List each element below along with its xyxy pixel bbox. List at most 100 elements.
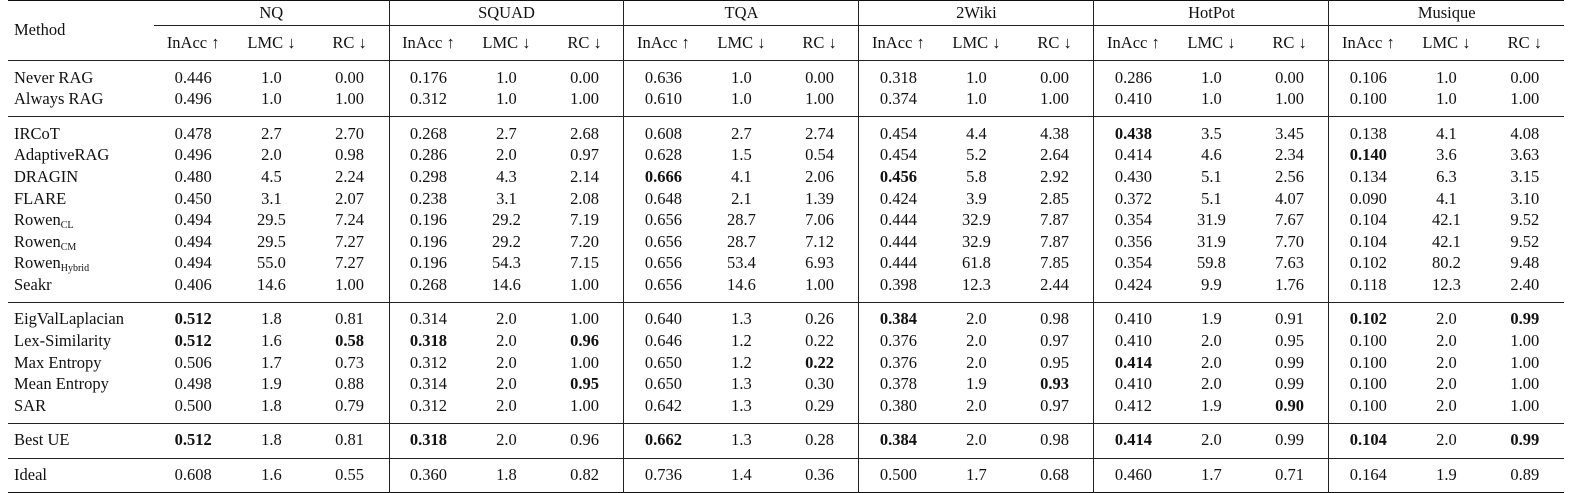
value-cell: 0.656 bbox=[644, 231, 682, 251]
method-cell: Best UE bbox=[8, 422, 154, 458]
value-cell: 2.0 bbox=[1172, 422, 1251, 458]
value-cell: 0.102 bbox=[1328, 301, 1408, 331]
value-cell: 7.63 bbox=[1250, 252, 1330, 275]
value-cell: 2.34 bbox=[1250, 144, 1330, 167]
method-name: AdaptiveRAG bbox=[14, 145, 110, 165]
value-cell: 1.9 bbox=[1172, 301, 1251, 331]
value-cell: 1.8 bbox=[232, 422, 311, 458]
value-cell: 0.96 bbox=[545, 330, 625, 353]
value-cell: 0.97 bbox=[1015, 330, 1095, 353]
value-cell: 2.92 bbox=[1015, 166, 1095, 188]
value-cell: 2.0 bbox=[496, 145, 517, 165]
value-cell: 0.00 bbox=[1015, 59, 1095, 89]
metric-header: InAcc ↑ bbox=[1342, 32, 1395, 52]
method-name: Always RAG bbox=[14, 89, 104, 109]
method-name: Rowen bbox=[14, 253, 61, 273]
value-cell: 0.29 bbox=[780, 395, 860, 424]
value-cell: 7.27 bbox=[310, 231, 390, 253]
value-cell: 0.91 bbox=[1250, 301, 1330, 331]
value-cell: 1.00 bbox=[1510, 331, 1540, 351]
value-cell: 0.374 bbox=[879, 89, 917, 109]
table-row: Mean Entropy 0.498 1.9 0.88 0.314 2.0 0.95 0.65… bbox=[8, 373, 1564, 396]
value-cell: 1.0 bbox=[1407, 59, 1486, 89]
value-cell: 0.412 bbox=[1114, 395, 1152, 415]
value-cell: 0.318 bbox=[858, 59, 938, 89]
value-cell: 0.90 bbox=[1250, 395, 1330, 424]
dataset-header: TQA bbox=[623, 0, 860, 26]
value-cell: 0.95 bbox=[545, 373, 625, 396]
value-cell: 2.44 bbox=[1015, 274, 1095, 303]
value-cell: 0.360 bbox=[389, 457, 468, 493]
value-cell: 0.298 bbox=[409, 166, 447, 186]
metric-header: LMC ↓ bbox=[247, 32, 296, 52]
dataset-header: NQ bbox=[154, 0, 390, 26]
value-cell: 0.650 bbox=[644, 352, 682, 372]
value-cell: 0.372 bbox=[1114, 188, 1152, 208]
value-cell: 0.88 bbox=[310, 373, 390, 396]
value-cell: 9.52 bbox=[1510, 231, 1540, 251]
value-cell: 0.480 bbox=[174, 166, 212, 186]
metric-header: RC ↓ bbox=[780, 25, 860, 61]
method-name: Rowen bbox=[14, 210, 61, 230]
method-name: IRCoT bbox=[14, 123, 60, 143]
value-cell: 9.9 bbox=[1201, 274, 1222, 294]
value-cell: 7.12 bbox=[780, 231, 860, 253]
value-cell: 2.0 bbox=[1436, 331, 1457, 351]
value-cell: 4.6 bbox=[1201, 145, 1222, 165]
table-row: RowenCL 0.494 29.5 7.24 0.196 29.2 7.19 0.656 28… bbox=[8, 209, 1564, 232]
value-cell: 0.196 bbox=[409, 253, 447, 273]
value-cell: 0.444 bbox=[879, 231, 917, 251]
value-cell: 0.410 bbox=[1114, 89, 1152, 109]
value-cell: 1.0 bbox=[496, 89, 517, 109]
value-cell: 1.0 bbox=[937, 59, 1016, 89]
method-cell: RowenCL bbox=[8, 210, 154, 232]
value-cell: 0.96 bbox=[545, 422, 625, 458]
value-cell: 2.1 bbox=[731, 188, 752, 208]
metric-header: LMC ↓ bbox=[717, 32, 766, 52]
value-cell: 1.3 bbox=[702, 422, 781, 458]
method-cell: Seakr bbox=[8, 274, 154, 302]
value-cell: 2.0 bbox=[261, 145, 282, 165]
value-cell: 4.1 bbox=[1407, 116, 1486, 145]
value-cell: 0.79 bbox=[310, 395, 390, 424]
value-cell: 0.312 bbox=[409, 352, 447, 372]
value-cell: 1.7 bbox=[937, 457, 1016, 493]
value-cell: 6.3 bbox=[1436, 166, 1457, 186]
value-cell: 0.286 bbox=[1093, 59, 1173, 89]
value-cell: 1.3 bbox=[702, 301, 781, 331]
value-cell: 0.662 bbox=[623, 422, 703, 458]
value-cell: 0.648 bbox=[644, 188, 682, 208]
value-cell: 0.494 bbox=[174, 253, 212, 273]
value-cell: 2.0 bbox=[1436, 374, 1457, 394]
dataset-header: 2Wiki bbox=[858, 0, 1095, 26]
table-row: Ideal 0.608 1.6 0.55 0.360 1.8 0.82 0.736 1.4 0.3… bbox=[8, 457, 1564, 493]
header-row-metrics: InAcc ↑ LMC ↓ RC ↓ InAcc ↑ LMC ↓ RC ↓ InAcc ↑ L… bbox=[8, 25, 1564, 61]
value-cell: 0.100 bbox=[1349, 395, 1387, 415]
value-cell: 0.430 bbox=[1114, 166, 1152, 186]
dataset-header: Musique bbox=[1328, 0, 1564, 26]
value-cell: 1.7 bbox=[261, 352, 282, 372]
value-cell: 4.38 bbox=[1015, 116, 1095, 145]
value-cell: 2.0 bbox=[937, 301, 1016, 331]
value-cell: 2.70 bbox=[310, 116, 390, 145]
value-cell: 0.460 bbox=[1093, 457, 1173, 493]
value-cell: 7.27 bbox=[310, 252, 390, 275]
value-cell: 0.196 bbox=[409, 210, 447, 230]
value-cell: 2.0 bbox=[1201, 352, 1222, 372]
table-row: Always RAG 0.496 1.0 1.00 0.312 1.0 1.00 0.610 1… bbox=[8, 88, 1564, 117]
value-cell: 0.410 bbox=[1114, 374, 1152, 394]
value-cell: 5.2 bbox=[966, 145, 987, 165]
method-subscript: CM bbox=[60, 241, 77, 253]
value-cell: 0.134 bbox=[1349, 166, 1387, 186]
value-cell: 31.9 bbox=[1197, 231, 1226, 251]
value-cell: 0.118 bbox=[1350, 274, 1387, 294]
dataset-header: SQUAD bbox=[389, 0, 625, 26]
method-name: Max Entropy bbox=[14, 352, 102, 372]
method-name: Seakr bbox=[14, 274, 52, 294]
value-cell: 14.6 bbox=[257, 274, 286, 294]
method-cell: Never RAG bbox=[8, 59, 154, 89]
value-cell: 7.70 bbox=[1250, 231, 1330, 253]
value-cell: 2.40 bbox=[1510, 274, 1540, 294]
value-cell: 32.9 bbox=[962, 210, 991, 230]
